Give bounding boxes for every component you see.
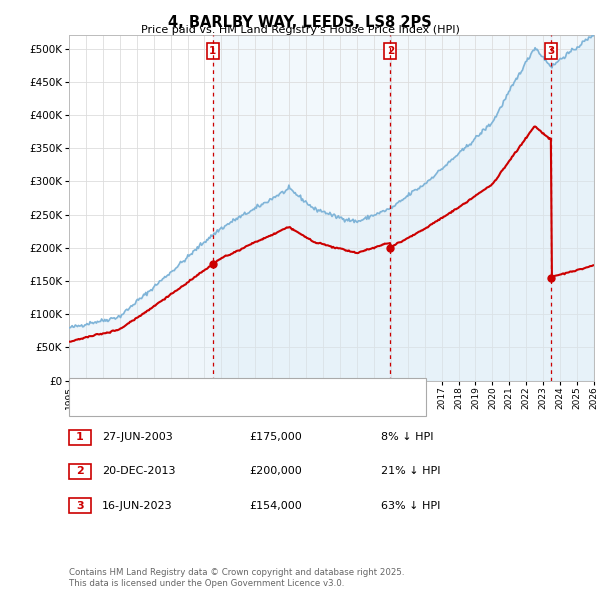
Text: 2: 2	[76, 467, 83, 476]
Text: 1: 1	[76, 432, 83, 442]
Text: Contains HM Land Registry data © Crown copyright and database right 2025.: Contains HM Land Registry data © Crown c…	[69, 568, 404, 577]
Text: HPI: Average price, detached house, Leeds: HPI: Average price, detached house, Leed…	[108, 398, 331, 408]
Text: 2: 2	[386, 46, 394, 56]
Text: 8% ↓ HPI: 8% ↓ HPI	[381, 432, 433, 442]
Text: 27-JUN-2003: 27-JUN-2003	[102, 432, 173, 442]
Text: £154,000: £154,000	[249, 501, 302, 510]
Text: £175,000: £175,000	[249, 432, 302, 442]
Bar	[390, 35, 551, 381]
Text: 16-JUN-2023: 16-JUN-2023	[102, 501, 173, 510]
Text: 4, BARLBY WAY, LEEDS, LS8 2PS (detached house): 4, BARLBY WAY, LEEDS, LS8 2PS (detached …	[108, 385, 370, 395]
Text: 20-DEC-2013: 20-DEC-2013	[102, 467, 176, 476]
Text: 21% ↓ HPI: 21% ↓ HPI	[381, 467, 440, 476]
Bar	[213, 35, 390, 381]
Text: 3: 3	[547, 46, 554, 56]
Text: 4, BARLBY WAY, LEEDS, LS8 2PS: 4, BARLBY WAY, LEEDS, LS8 2PS	[168, 15, 432, 30]
Text: £200,000: £200,000	[249, 467, 302, 476]
Text: Price paid vs. HM Land Registry's House Price Index (HPI): Price paid vs. HM Land Registry's House …	[140, 25, 460, 35]
Text: 3: 3	[76, 501, 83, 510]
Bar	[551, 35, 594, 381]
Text: 1: 1	[209, 46, 217, 56]
Text: This data is licensed under the Open Government Licence v3.0.: This data is licensed under the Open Gov…	[69, 579, 344, 588]
Text: 63% ↓ HPI: 63% ↓ HPI	[381, 501, 440, 510]
